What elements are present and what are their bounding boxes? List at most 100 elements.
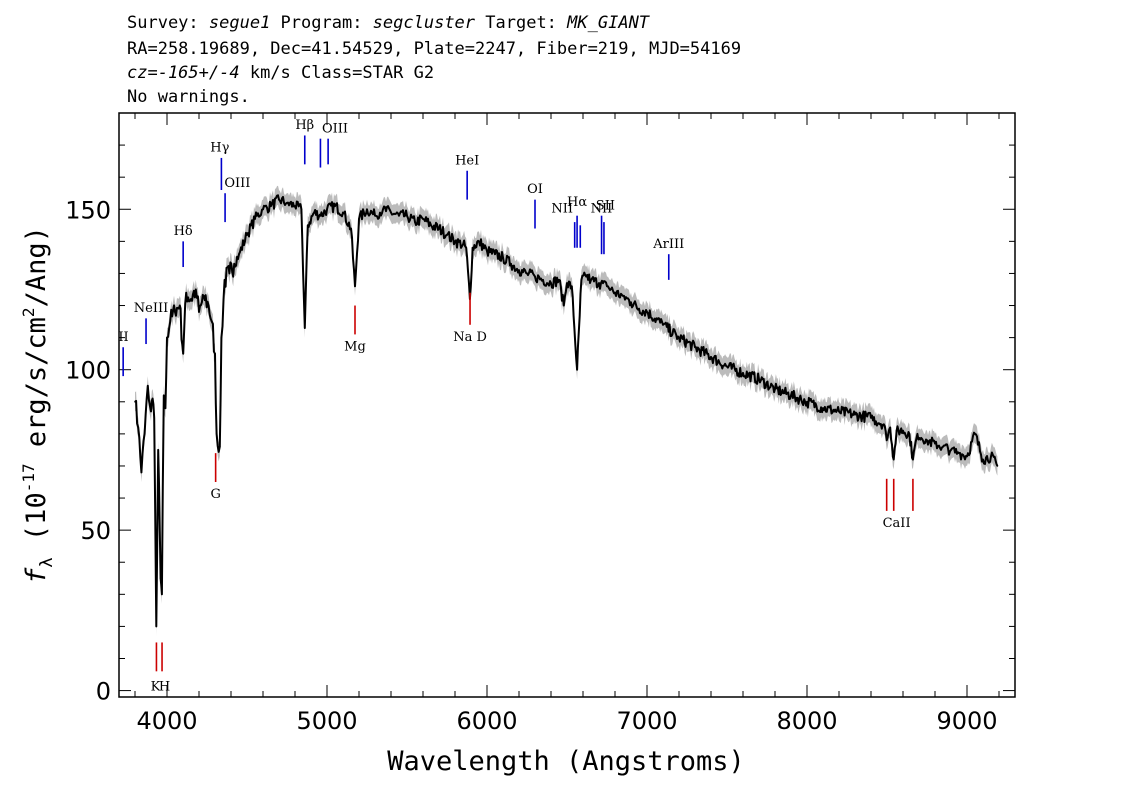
header-line-coords: RA=258.19689, Dec=41.54529, Plate=2247, …: [127, 39, 741, 59]
spectrum-point: [892, 458, 895, 461]
line-label: ArIII: [652, 237, 684, 252]
spectrum-point: [303, 327, 306, 329]
spectrum-point: [471, 246, 474, 249]
spectrum-point: [203, 295, 205, 297]
spectrum-point: [758, 378, 760, 381]
spectrum-point: [870, 417, 872, 419]
error-band: [135, 185, 998, 636]
spectrum-point: [510, 263, 512, 265]
spectrum-point: [885, 439, 888, 442]
spectrum-point: [630, 301, 632, 304]
spectrum-point: [319, 214, 322, 217]
spectrum-point: [151, 397, 154, 400]
ylabel-exp1: -17: [19, 463, 38, 492]
spectrum-point: [198, 311, 200, 313]
spectrum-point: [908, 433, 911, 435]
spectrum-point: [638, 307, 640, 310]
spectrum-point: [563, 304, 565, 307]
spectrum-point: [286, 202, 288, 204]
line-label: G: [210, 487, 220, 502]
spectrum-point: [571, 285, 573, 288]
y-tick-label: 50: [80, 517, 111, 545]
ylabel-sub: λ: [37, 557, 57, 567]
spectrum-point: [585, 275, 587, 278]
x-tick-label: 9000: [936, 707, 997, 735]
spectrum-point: [147, 384, 149, 387]
spectrum-point: [966, 455, 968, 458]
spectrum-point: [164, 407, 167, 410]
spectrum-point: [678, 336, 680, 339]
line-label: OIII: [224, 176, 250, 191]
spectrum-point: [169, 320, 171, 323]
header-fragment: km/s Class=STAR G2: [240, 63, 434, 83]
spectrum-point: [982, 458, 984, 461]
header-fragment: Target:: [475, 13, 567, 33]
spectrum-point: [159, 577, 162, 580]
spectrum-point: [486, 250, 488, 252]
spectrum-point: [694, 346, 696, 349]
spectrum-point: [996, 465, 999, 467]
spectrum-point: [157, 449, 159, 451]
spectrum-point: [742, 372, 744, 374]
line-label: II: [118, 330, 128, 345]
spectrum-point: [926, 439, 928, 442]
spectrum-point: [195, 288, 197, 291]
spectrum-point: [502, 256, 504, 259]
ylabel-post: /Ang): [21, 226, 52, 307]
spectrum-point: [934, 442, 936, 445]
spectrum-point: [916, 433, 919, 435]
plot-frame: [118, 112, 1016, 698]
spectrum-point: [883, 423, 885, 426]
spectrum-point: [806, 400, 808, 403]
spectrum-point: [912, 458, 914, 461]
spectrum-point: [446, 234, 448, 236]
line-label: OI: [527, 182, 543, 197]
x-tick-label: 7000: [616, 707, 677, 735]
spectrum-point: [590, 279, 592, 281]
spectrum-point: [838, 410, 840, 413]
axis-ticks: 4000 5000 6000 7000 8000 9000 0 50 100 150: [65, 113, 1015, 735]
spectrum-point: [182, 352, 184, 355]
spectrum-point: [366, 208, 368, 211]
spectrum-point: [902, 429, 904, 432]
header-fragment: cz=-165+/-4: [127, 63, 240, 83]
spectrum-point: [137, 426, 139, 429]
spectrum-point: [214, 352, 216, 355]
line-label: H: [159, 680, 170, 695]
header-fragment: MK_GIANT: [566, 13, 651, 33]
header-fragment: Survey:: [127, 13, 209, 33]
spectrum-point: [822, 407, 824, 410]
spectrum-point: [398, 214, 400, 217]
spectrum-point: [974, 433, 976, 435]
spectrum-point: [518, 269, 520, 272]
y-axis-label: fλ (10-17 erg/s/cm2/Ang): [19, 226, 57, 584]
spectrum-point: [150, 410, 152, 413]
spectrum-point: [465, 246, 468, 249]
spectrum-point: [233, 263, 235, 265]
spectrum-point: [790, 394, 792, 397]
line-label: K: [151, 680, 161, 695]
spectrum-point: [889, 426, 891, 429]
spectrum-point: [950, 449, 952, 451]
spectrum-point: [228, 272, 231, 275]
spectrum-point: [134, 400, 136, 403]
spectrum-point: [542, 279, 544, 281]
spectrum-point: [390, 211, 392, 214]
spectrum-point: [174, 311, 176, 313]
ylabel-exp2: 2: [19, 307, 38, 317]
spectrum-point: [220, 336, 223, 339]
spectrum-point: [161, 593, 163, 596]
spectrum-point: [990, 455, 992, 458]
line-label: NeIII: [134, 301, 168, 316]
line-label: Hδ: [174, 224, 193, 239]
spectrum-point: [622, 295, 624, 297]
spectrum-point: [270, 205, 272, 207]
header-fragment: segue1: [209, 13, 270, 33]
line-label: HeI: [455, 153, 479, 168]
spectrum-point: [254, 218, 256, 220]
header-fragment: segcluster: [373, 13, 476, 33]
spectrum-point: [374, 214, 376, 217]
spectrum-point: [662, 323, 664, 326]
